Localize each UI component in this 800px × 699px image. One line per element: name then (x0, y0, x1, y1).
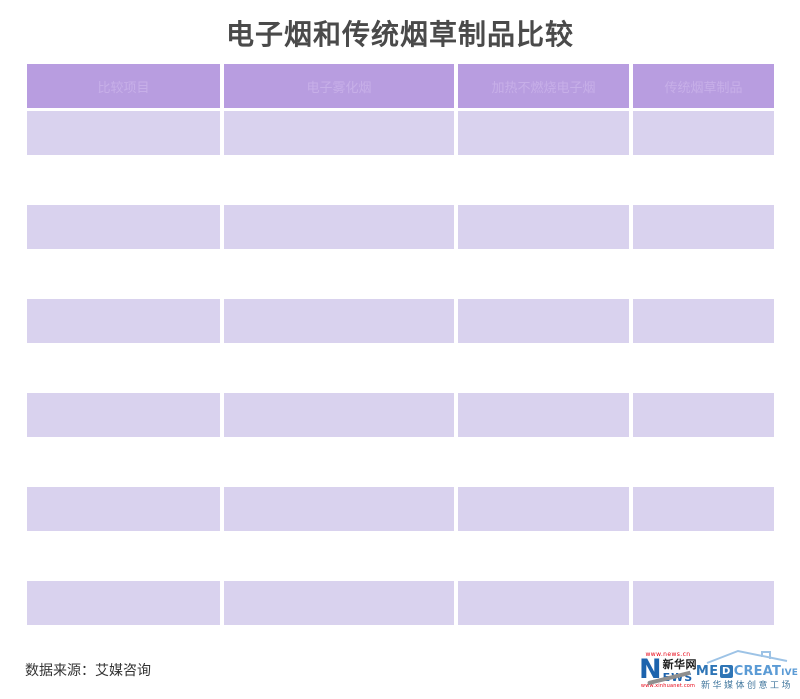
table-cell (633, 299, 774, 344)
table-cell (224, 111, 454, 156)
med-d-badge-icon: D (719, 665, 733, 678)
table-row (27, 252, 774, 297)
table-cell (633, 205, 774, 250)
xinhua-n-letter: N (638, 653, 662, 685)
table-cell (224, 487, 454, 532)
table-cell (458, 205, 629, 250)
table-cell (224, 581, 454, 626)
table-cell (458, 487, 629, 532)
table-cell (27, 440, 220, 485)
table-row (27, 581, 774, 626)
table-cell (633, 111, 774, 156)
table-cell (458, 534, 629, 579)
table-cell (224, 346, 454, 391)
column-header-vape: 电子雾化烟 (224, 64, 454, 109)
med-me-text: ME (695, 664, 719, 679)
xinhua-logo-mark: N 新华网 EWS (638, 653, 698, 685)
table-cell (458, 581, 629, 626)
xinhua-news-text: EWS (662, 670, 694, 684)
table-cell (27, 346, 220, 391)
footer: 数据来源：艾媒咨询 www.news.cn N 新华网 EWS www.xinh… (25, 649, 798, 691)
table-cell (224, 440, 454, 485)
table-body (27, 111, 774, 626)
table-row (27, 346, 774, 391)
table-cell (458, 346, 629, 391)
table-row (27, 205, 774, 250)
column-header-traditional: 传统烟草制品 (633, 64, 774, 109)
table-cell (27, 111, 220, 156)
table-cell (27, 158, 220, 203)
table-cell (27, 487, 220, 532)
xinhua-url-bottom: www.xinhuanet.com (640, 682, 696, 689)
table-row (27, 440, 774, 485)
table-cell (458, 111, 629, 156)
table-cell (633, 252, 774, 297)
header-row: 比较项目 电子雾化烟 加热不燃烧电子烟 传统烟草制品 (27, 64, 774, 109)
table-cell (458, 393, 629, 438)
table-cell (633, 393, 774, 438)
table-cell (224, 393, 454, 438)
medcreative-wordmark: ME D CREATIVE (696, 665, 798, 678)
table-cell (633, 581, 774, 626)
table-cell (633, 158, 774, 203)
comparison-table: 比较项目 电子雾化烟 加热不燃烧电子烟 传统烟草制品 (23, 61, 778, 628)
table-cell (458, 440, 629, 485)
xinhua-name: 新华网 (662, 657, 698, 671)
table-row (27, 158, 774, 203)
table-cell (27, 205, 220, 250)
table-cell (27, 581, 220, 626)
table-row (27, 487, 774, 532)
footer-logos: www.news.cn N 新华网 EWS www.xinhuanet.com … (638, 649, 798, 691)
table-cell (27, 252, 220, 297)
table-cell (27, 393, 220, 438)
xinhua-url-top: www.news.cn (645, 650, 691, 658)
table-cell (633, 346, 774, 391)
table-row (27, 534, 774, 579)
comparison-table-container: 比较项目 电子雾化烟 加热不燃烧电子烟 传统烟草制品 (23, 61, 777, 628)
med-creative-text: CREATIVE (733, 664, 799, 679)
data-source-label: 数据来源：艾媒咨询 (25, 663, 151, 679)
medcreative-subtitle: 新华媒体创意工场 (701, 681, 794, 691)
table-row (27, 393, 774, 438)
column-header-heatnotburn: 加热不燃烧电子烟 (458, 64, 629, 109)
table-cell (458, 252, 629, 297)
page-title: 电子烟和传统烟草制品比较 (225, 18, 574, 51)
table-cell (633, 534, 774, 579)
column-header-item: 比较项目 (27, 64, 220, 109)
table-cell (224, 205, 454, 250)
table-cell (27, 299, 220, 344)
table-cell (458, 158, 629, 203)
table-cell (224, 252, 454, 297)
roof-icon (706, 649, 788, 664)
table-cell (633, 440, 774, 485)
table-cell (224, 158, 454, 203)
table-cell (633, 487, 774, 532)
table-cell (224, 299, 454, 344)
medcreative-logo: ME D CREATIVE 新华媒体创意工场 (696, 649, 798, 691)
table-cell (458, 299, 629, 344)
xinhuanet-logo: www.news.cn N 新华网 EWS www.xinhuanet.com (638, 650, 698, 689)
table-cell (27, 534, 220, 579)
table-row (27, 111, 774, 156)
table-cell (224, 534, 454, 579)
table-row (27, 299, 774, 344)
